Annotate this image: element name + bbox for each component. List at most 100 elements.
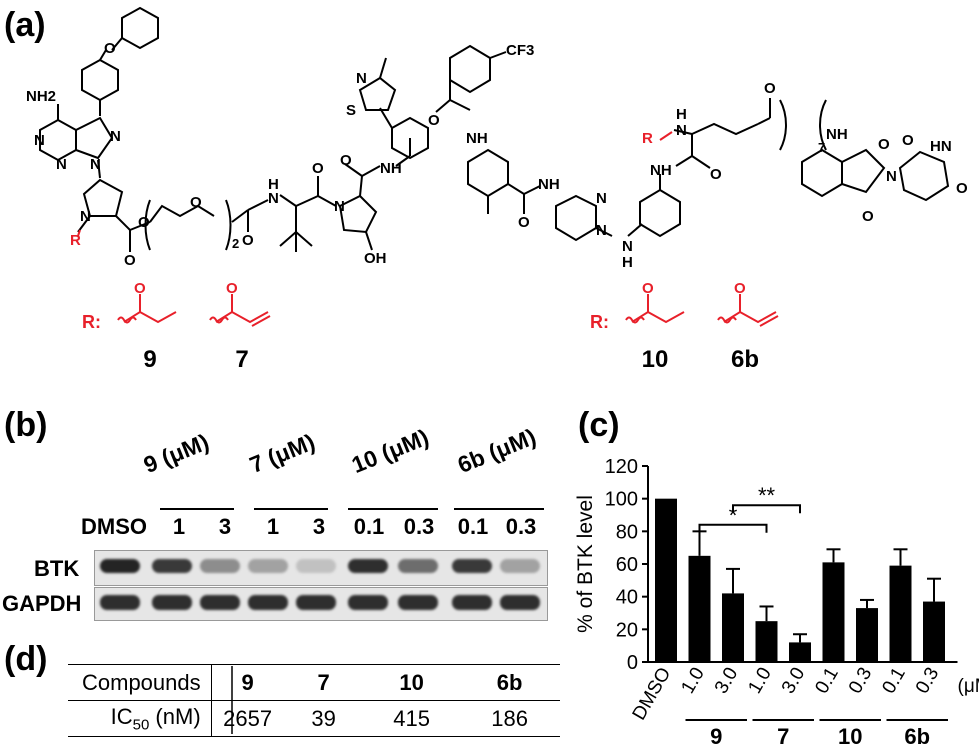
btk-band bbox=[398, 559, 438, 573]
bar bbox=[889, 565, 912, 662]
blot-group-underlines bbox=[160, 508, 544, 510]
bar bbox=[722, 593, 744, 662]
gapdh-band bbox=[100, 595, 140, 610]
panel-c-label: (c) bbox=[578, 406, 620, 444]
blot-row-gapdh: GAPDH bbox=[2, 591, 82, 616]
compound-label-7: 7 bbox=[235, 346, 249, 373]
bar bbox=[822, 562, 845, 662]
compound-label-10: 10 bbox=[641, 346, 669, 373]
btk-band bbox=[500, 559, 540, 573]
imide-ring bbox=[841, 148, 886, 194]
atom-n-pyr-2: N bbox=[596, 222, 607, 239]
table-header-6b: 6b bbox=[459, 664, 560, 701]
table-header-9: 9 bbox=[211, 664, 284, 701]
table-divider bbox=[231, 666, 233, 734]
bar bbox=[755, 621, 778, 662]
bar bbox=[688, 555, 711, 662]
atom-o-carbonyl-3: O bbox=[312, 160, 324, 177]
atom-o-benzamide: O bbox=[428, 112, 440, 129]
panel-a-label: (a) bbox=[4, 6, 46, 44]
bar bbox=[789, 642, 811, 662]
btk-band bbox=[248, 559, 288, 573]
chain-subscript: 7 bbox=[818, 140, 826, 155]
lane-label-9-1: 1 bbox=[172, 514, 186, 539]
atom-n-2: N bbox=[56, 156, 67, 173]
x-tick-label: 0.3 bbox=[912, 664, 943, 697]
group-label: 10 bbox=[838, 724, 862, 747]
atom-nh-lysine: NH bbox=[650, 162, 672, 179]
atom-o-imide-1: O bbox=[878, 136, 890, 153]
x-tick-label: 0.1 bbox=[878, 664, 909, 697]
btk-band bbox=[200, 559, 240, 573]
atom-o-glutarimide-2: O bbox=[956, 180, 968, 197]
atom-n-hyp: N bbox=[334, 198, 345, 215]
gapdh-band bbox=[200, 595, 240, 610]
atom-h-lysine: H bbox=[676, 106, 687, 123]
phenyl-ring-top bbox=[121, 6, 159, 50]
significance-bracket bbox=[698, 523, 768, 533]
group-label: 9 bbox=[710, 724, 722, 747]
x-tick-label: 1.0 bbox=[677, 664, 708, 697]
panel-d-label: (d) bbox=[4, 640, 48, 678]
gapdh-band bbox=[296, 595, 336, 610]
atom-n-thiazole: N bbox=[356, 70, 367, 87]
group-label: 6b bbox=[904, 724, 930, 747]
gapdh-band bbox=[500, 595, 540, 610]
group-label: 7 bbox=[777, 724, 789, 747]
atom-nh-benzyl: NH bbox=[380, 160, 402, 177]
atom-nh-amide-2: NH bbox=[538, 176, 560, 193]
bar bbox=[655, 498, 677, 662]
r-group-left: R bbox=[70, 232, 81, 249]
hydroxyproline-ring bbox=[338, 194, 378, 234]
table-row-label: IC50 (nM) bbox=[68, 700, 212, 737]
r-label-left: R: bbox=[82, 312, 101, 332]
table-row-ic50: IC50 (nM) 2657 39 415 186 bbox=[68, 700, 560, 737]
atom-h-amide: H bbox=[268, 176, 279, 193]
panel-b-label: (b) bbox=[4, 406, 48, 444]
pyrazole-ring bbox=[75, 116, 114, 160]
pyrimidine-ring-right bbox=[555, 194, 597, 242]
chemical-structures bbox=[39, 6, 950, 327]
atom-o-ester: O bbox=[138, 214, 150, 231]
pyrrolidine-ring bbox=[82, 178, 124, 217]
gapdh-band bbox=[348, 595, 388, 610]
lane-label-7-3: 3 bbox=[312, 514, 326, 539]
y-tick-label: 100 bbox=[605, 489, 638, 511]
atom-o-carbonyl-2: O bbox=[242, 232, 254, 249]
ic50-table: Compounds 9 7 10 6b IC50 (nM) 2657 39 41… bbox=[68, 664, 560, 737]
ic50-7: 39 bbox=[283, 700, 364, 737]
compound-label-6b: 6b bbox=[730, 346, 759, 373]
atom-o-ketone: O bbox=[764, 80, 776, 97]
lane-label-10-03: 0.3 bbox=[403, 514, 435, 539]
table-header-row: Compounds 9 7 10 6b bbox=[68, 664, 560, 701]
significance-bracket bbox=[732, 504, 801, 514]
r-o-1: O bbox=[134, 280, 146, 297]
y-tick-label: 120 bbox=[605, 456, 638, 478]
x-tick-label: 3.0 bbox=[711, 664, 742, 697]
r-label-right: R: bbox=[590, 312, 609, 332]
atom-o-imide-2: O bbox=[862, 208, 874, 225]
btk-band bbox=[348, 559, 388, 573]
lane-label-7-1: 1 bbox=[266, 514, 280, 539]
y-axis-title: % of BTK level bbox=[574, 495, 597, 633]
table-header-label: Compounds bbox=[68, 664, 212, 701]
gapdh-band bbox=[248, 595, 288, 610]
gapdh-band bbox=[398, 595, 438, 610]
lane-label-6b-03: 0.3 bbox=[505, 514, 537, 539]
gapdh-band bbox=[152, 595, 192, 610]
aniline-ring bbox=[639, 188, 681, 238]
atom-n-imide: N bbox=[886, 168, 897, 185]
btk-band bbox=[296, 559, 336, 573]
atom-o-peg: O bbox=[190, 194, 202, 211]
table-header-10: 10 bbox=[363, 664, 460, 701]
btk-band bbox=[152, 559, 192, 573]
atom-n-pyr-1: N bbox=[596, 190, 607, 207]
atom-n-1: N bbox=[34, 132, 45, 149]
atom-nh2: NH2 bbox=[26, 88, 57, 105]
glutarimide-ring bbox=[898, 150, 950, 202]
atom-h-anilino: H bbox=[622, 254, 633, 271]
atom-oh: OH bbox=[364, 250, 387, 267]
x-tick-label: 3.0 bbox=[778, 664, 809, 697]
y-tick-label: 20 bbox=[616, 619, 638, 641]
table-header-7: 7 bbox=[283, 664, 364, 701]
